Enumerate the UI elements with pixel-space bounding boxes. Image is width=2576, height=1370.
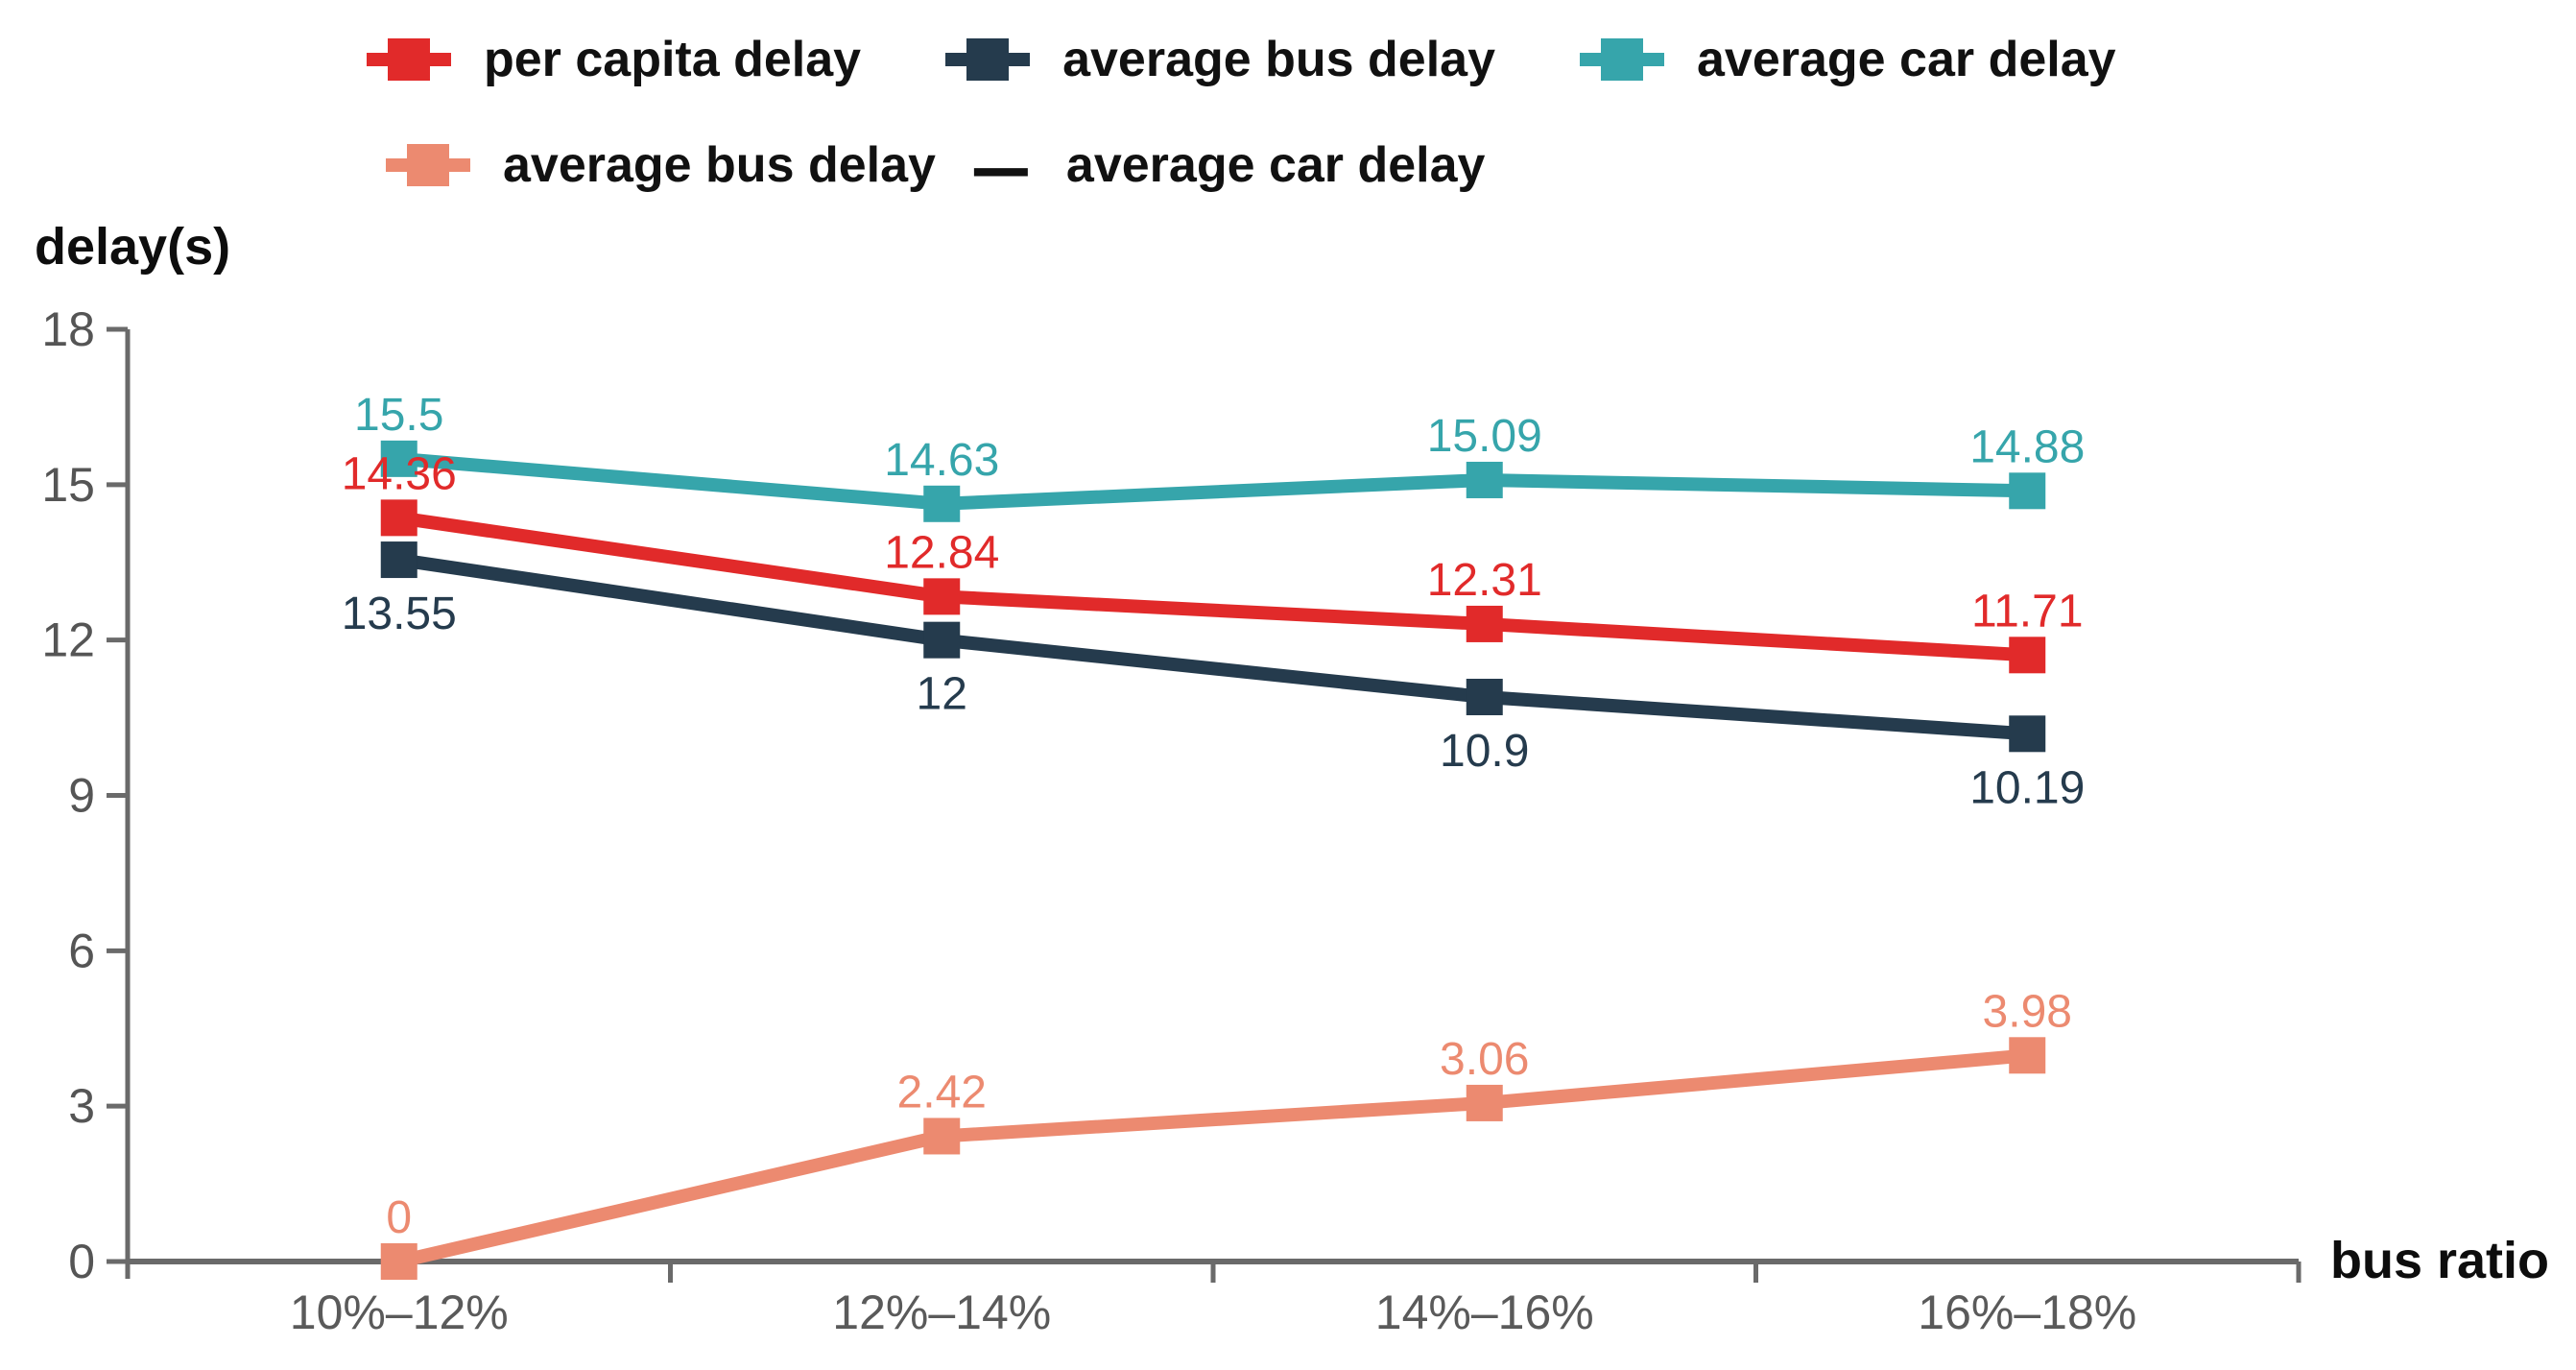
data-label-per-capita-delay-3: 11.71 xyxy=(1971,586,2084,637)
legend-label-average-bus-delay: average bus delay xyxy=(503,137,936,193)
chart-legend-row-1: per capita delay average bus delay average… xyxy=(367,29,2116,90)
legend-label-average-car-delay: average car delay xyxy=(1697,32,2116,87)
data-label-average-bus-delay-2: 10.9 xyxy=(1440,726,1529,777)
y-tick-label-6: 6 xyxy=(68,924,95,977)
legend-marker-icon xyxy=(367,36,451,83)
data-label-average-car-delay-2: 15.09 xyxy=(1427,411,1542,462)
series-line-per-capita-delay xyxy=(397,511,2028,662)
minus-dash-icon: — xyxy=(973,119,1028,211)
marker-average-car-delay-2 xyxy=(1466,461,1503,498)
y-tick-label-0: 0 xyxy=(68,1235,95,1288)
legend-item-average-bus-delay: average bus delay xyxy=(945,31,1495,88)
legend-item-average-bus-delay-average-car-delay: average bus delay — average car delay xyxy=(386,120,1486,210)
marker-average-car-delay-0 xyxy=(380,440,417,477)
data-label-average-bus-delay-1: 12 xyxy=(917,669,967,720)
category-label-12-14: 12%–14% xyxy=(832,1286,1051,1339)
legend-marker-icon xyxy=(1580,36,1664,83)
data-label-average-bus-delay-average-car-delay-3: 3.98 xyxy=(1983,986,2072,1037)
y-tick-label-3: 3 xyxy=(68,1079,95,1133)
series-line-average-car-delay xyxy=(398,451,2028,511)
data-label-average-bus-delay-average-car-delay-0: 0 xyxy=(386,1192,412,1243)
marker-average-bus-delay-average-car-delay-2 xyxy=(1466,1084,1503,1121)
x-axis-title: bus ratio xyxy=(2330,1232,2550,1289)
marker-per-capita-delay-2 xyxy=(1466,605,1503,642)
legend-label-per-capita-delay: per capita delay xyxy=(484,32,862,87)
marker-average-bus-delay-3 xyxy=(2009,715,2046,753)
legend-marker-icon xyxy=(386,142,470,188)
data-label-average-car-delay-1: 14.63 xyxy=(884,435,999,486)
marker-average-bus-delay-1 xyxy=(923,621,961,659)
data-label-average-car-delay-0: 15.5 xyxy=(354,390,443,441)
legend-item-per-capita-delay: per capita delay xyxy=(367,31,861,88)
marker-average-bus-delay-average-car-delay-0 xyxy=(380,1243,417,1280)
data-label-average-bus-delay-0: 13.55 xyxy=(342,589,457,639)
marker-average-bus-delay-average-car-delay-1 xyxy=(923,1118,961,1155)
category-label-14-16: 14%–16% xyxy=(1375,1286,1594,1339)
marker-average-car-delay-3 xyxy=(2009,472,2046,510)
y-tick-label-15: 15 xyxy=(41,458,95,512)
data-label-per-capita-delay-0: 14.36 xyxy=(342,448,457,499)
category-label-10-12: 10%–12% xyxy=(290,1286,509,1339)
y-tick-label-18: 18 xyxy=(41,302,95,356)
data-label-average-bus-delay-average-car-delay-2: 3.06 xyxy=(1440,1034,1529,1085)
data-label-average-bus-delay-3: 10.19 xyxy=(1969,762,2085,813)
marker-average-bus-delay-0 xyxy=(380,541,417,579)
y-tick-label-9: 9 xyxy=(68,769,95,823)
legend-label-average-bus-delay: average bus delay xyxy=(1062,32,1495,87)
series-line-average-bus-delay-average-car-delay xyxy=(397,1048,2028,1268)
legend-label-average-car-delay-2: average car delay xyxy=(1065,137,1486,193)
marker-per-capita-delay-1 xyxy=(923,578,961,615)
series-line-average-bus-delay xyxy=(397,553,2028,741)
y-axis-title: delay(s) xyxy=(35,218,231,276)
marker-average-bus-delay-2 xyxy=(1466,679,1503,716)
data-label-average-bus-delay-average-car-delay-1: 2.42 xyxy=(897,1067,987,1118)
data-label-average-car-delay-3: 14.88 xyxy=(1969,421,2085,472)
data-label-per-capita-delay-2: 12.31 xyxy=(1427,555,1542,606)
marker-average-car-delay-1 xyxy=(923,485,961,522)
legend-item-average-car-delay: average car delay xyxy=(1580,31,2116,88)
marker-per-capita-delay-3 xyxy=(2009,637,2046,674)
data-label-per-capita-delay-1: 12.84 xyxy=(884,527,999,578)
y-tick-label-12: 12 xyxy=(41,613,95,667)
category-label-16-18: 16%–18% xyxy=(1918,1286,2136,1339)
marker-per-capita-delay-0 xyxy=(380,499,417,537)
legend-marker-icon xyxy=(945,36,1031,83)
chart-legend-row-2: average bus delay — average car delay xyxy=(386,120,1486,210)
marker-average-bus-delay-average-car-delay-3 xyxy=(2009,1037,2046,1074)
